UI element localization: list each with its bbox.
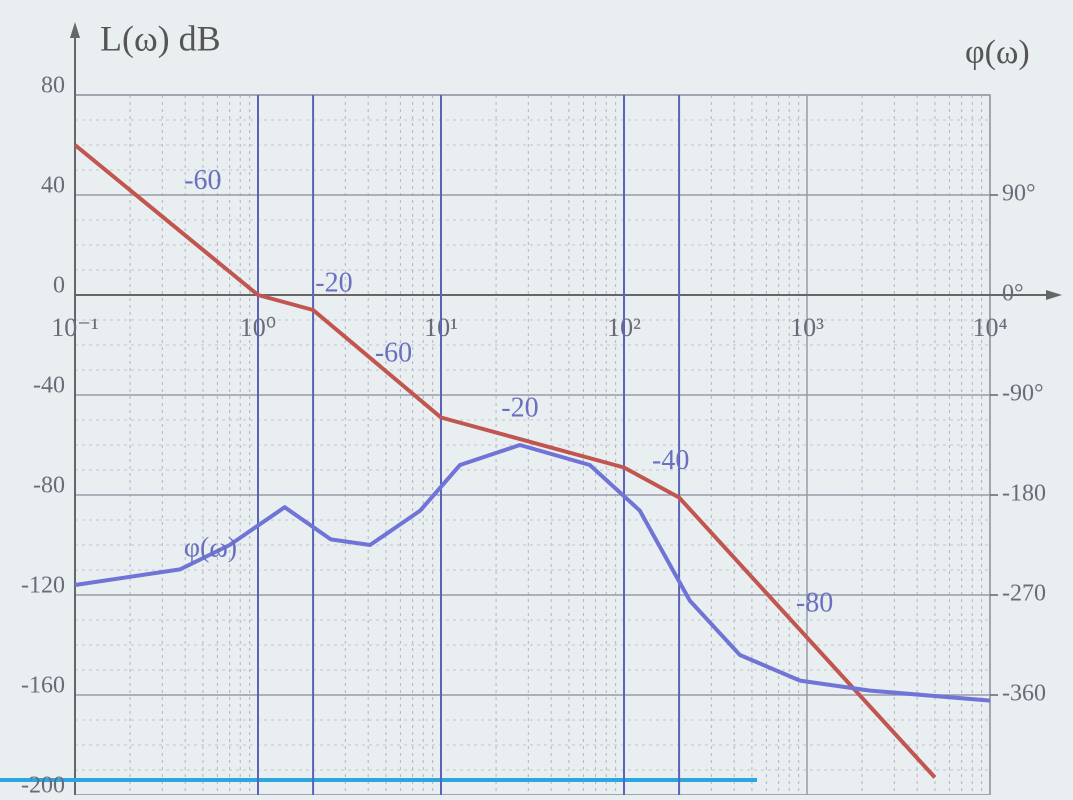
y-tick-label: 40 [41,173,65,199]
annotation: -80 [796,587,833,618]
y2-tick-label: -270 [1002,581,1046,607]
series-line [73,143,937,779]
annotation: -60 [184,165,221,196]
annotation: -40 [652,445,689,476]
x-tick-label: 10⁴ [972,313,1007,342]
y2-tick-label: -360 [1002,681,1046,707]
y-tick-label: -160 [21,673,65,699]
y2-tick-label: -90° [1002,381,1044,407]
y2-tick-label: 90° [1002,181,1036,207]
x-tick-label: 10⁻¹ [51,313,99,342]
y2-tick-label: -180 [1002,481,1046,507]
y2-tick-label: 0° [1002,281,1024,307]
y-tick-label: -40 [33,373,65,399]
y-tick-label: 0 [53,273,65,299]
x-axis-arrow [1046,290,1062,300]
y-tick-label: -120 [21,573,65,599]
x-tick-label: 10³ [790,313,824,342]
y-tick-label: 80 [41,73,65,99]
series-line [74,443,991,703]
y2-title: φ(ω) [965,34,1030,71]
y-axis-arrow [70,22,80,38]
y-tick-label: -200 [21,773,65,796]
annotation: φ(ω) [184,532,237,563]
annotation: -60 [375,337,412,368]
annotation: -20 [315,267,352,298]
y-tick-label: -80 [33,473,65,499]
annotation: -20 [501,392,538,423]
chart-title: L(ω) dB [100,18,221,58]
